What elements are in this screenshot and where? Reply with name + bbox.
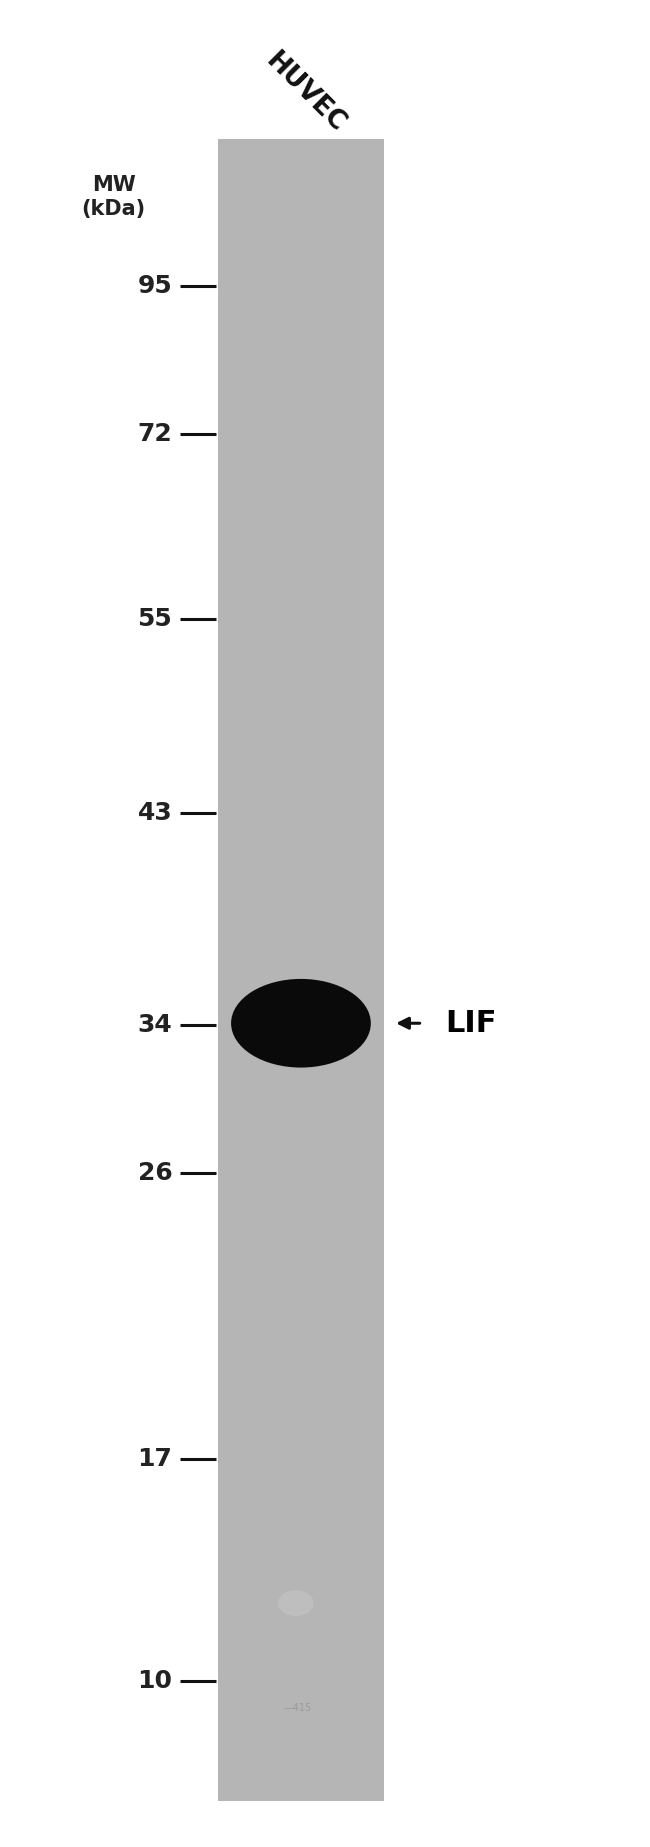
- Ellipse shape: [278, 1590, 313, 1616]
- Text: 10: 10: [137, 1670, 172, 1692]
- Text: 95: 95: [138, 275, 172, 297]
- Bar: [218, 139, 384, 1801]
- Text: MW
(kDa): MW (kDa): [82, 175, 146, 218]
- Text: 55: 55: [138, 608, 172, 630]
- Text: 72: 72: [138, 423, 172, 445]
- Text: HUVEC: HUVEC: [260, 48, 350, 137]
- Text: LIF: LIF: [445, 1008, 497, 1038]
- Ellipse shape: [231, 979, 370, 1068]
- Text: 26: 26: [138, 1162, 172, 1184]
- Text: —415: —415: [283, 1703, 312, 1714]
- Text: 17: 17: [137, 1448, 172, 1470]
- Text: 43: 43: [138, 802, 172, 824]
- Text: 34: 34: [138, 1014, 172, 1036]
